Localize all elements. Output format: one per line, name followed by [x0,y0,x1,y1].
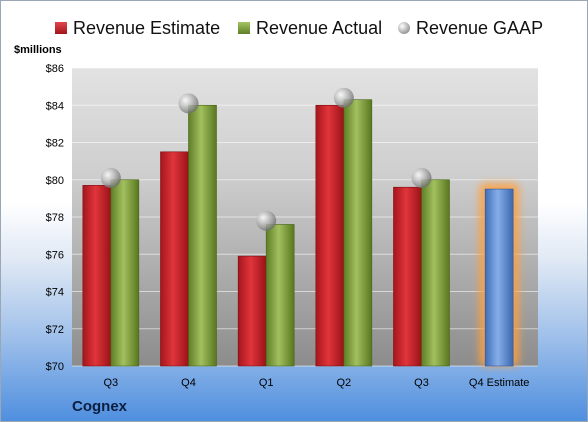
y-tick-label: $82 [46,138,64,150]
bar-revenue-actual [188,104,217,367]
y-tick-label: $74 [46,287,64,299]
marker-revenue-gaap [178,93,199,114]
x-axis-tick-labels: Q3 Q4 Q1 Q2 Q3 Q4 Estimate [103,377,529,389]
y-axis-tick-labels: $70 $72 $74 $76 $78 $80 $82 $84 $86 [46,63,64,373]
legend-label-estimate: Revenue Estimate [73,17,221,38]
marker-revenue-gaap [411,167,432,188]
y-tick-label: $78 [46,212,64,224]
y-tick-label: $76 [46,249,64,261]
bar-revenue-estimate [237,255,267,367]
y-tick-label: $80 [46,175,64,187]
legend-item-revenue-gaap: Revenue GAAP [398,14,543,42]
x-tick-label: Q3 [414,377,429,389]
x-tick-label: Q3 [103,377,118,389]
y-tick-label: $72 [46,324,64,336]
legend-item-revenue-actual: Revenue Actual [238,14,382,42]
marker-revenue-gaap [256,210,277,231]
bar-revenue-actual [421,179,450,367]
legend-label-gaap: Revenue GAAP [416,17,544,38]
y-tick-label: $70 [46,361,64,373]
x-tick-label: Q4 [181,377,196,389]
x-tick-label: Q1 [259,377,274,389]
chart-legend: Revenue Estimate Revenue Actual Revenue … [0,14,588,42]
y-axis-unit-label: $millions [14,44,62,56]
marker-revenue-gaap [333,87,354,108]
y-tick-label: $84 [46,100,64,112]
company-label: Cognex [72,398,128,415]
x-tick-label: Q4 Estimate [469,377,530,389]
bar-revenue-actual [343,99,373,367]
bar-revenue-actual [265,224,295,367]
legend-item-revenue-estimate: Revenue Estimate [55,14,220,42]
marker-revenue-gaap [100,167,121,188]
bar-revenue-actual-estimate [484,188,514,367]
bar-revenue-estimate [393,186,422,367]
gridlines [72,67,538,367]
bar-revenue-estimate [315,104,345,367]
legend-label-actual: Revenue Actual [256,17,383,38]
bar-revenue-actual [110,179,140,367]
x-tick-label: Q2 [336,377,351,389]
legend-swatch-gaap [398,22,410,34]
bar-revenue-estimate [82,185,112,367]
gaap-markers [100,87,432,231]
legend-swatch-actual [238,22,250,34]
bar-series [82,99,520,367]
y-tick-label: $86 [46,63,64,75]
bar-revenue-estimate [160,151,189,367]
legend-swatch-estimate [55,22,67,34]
